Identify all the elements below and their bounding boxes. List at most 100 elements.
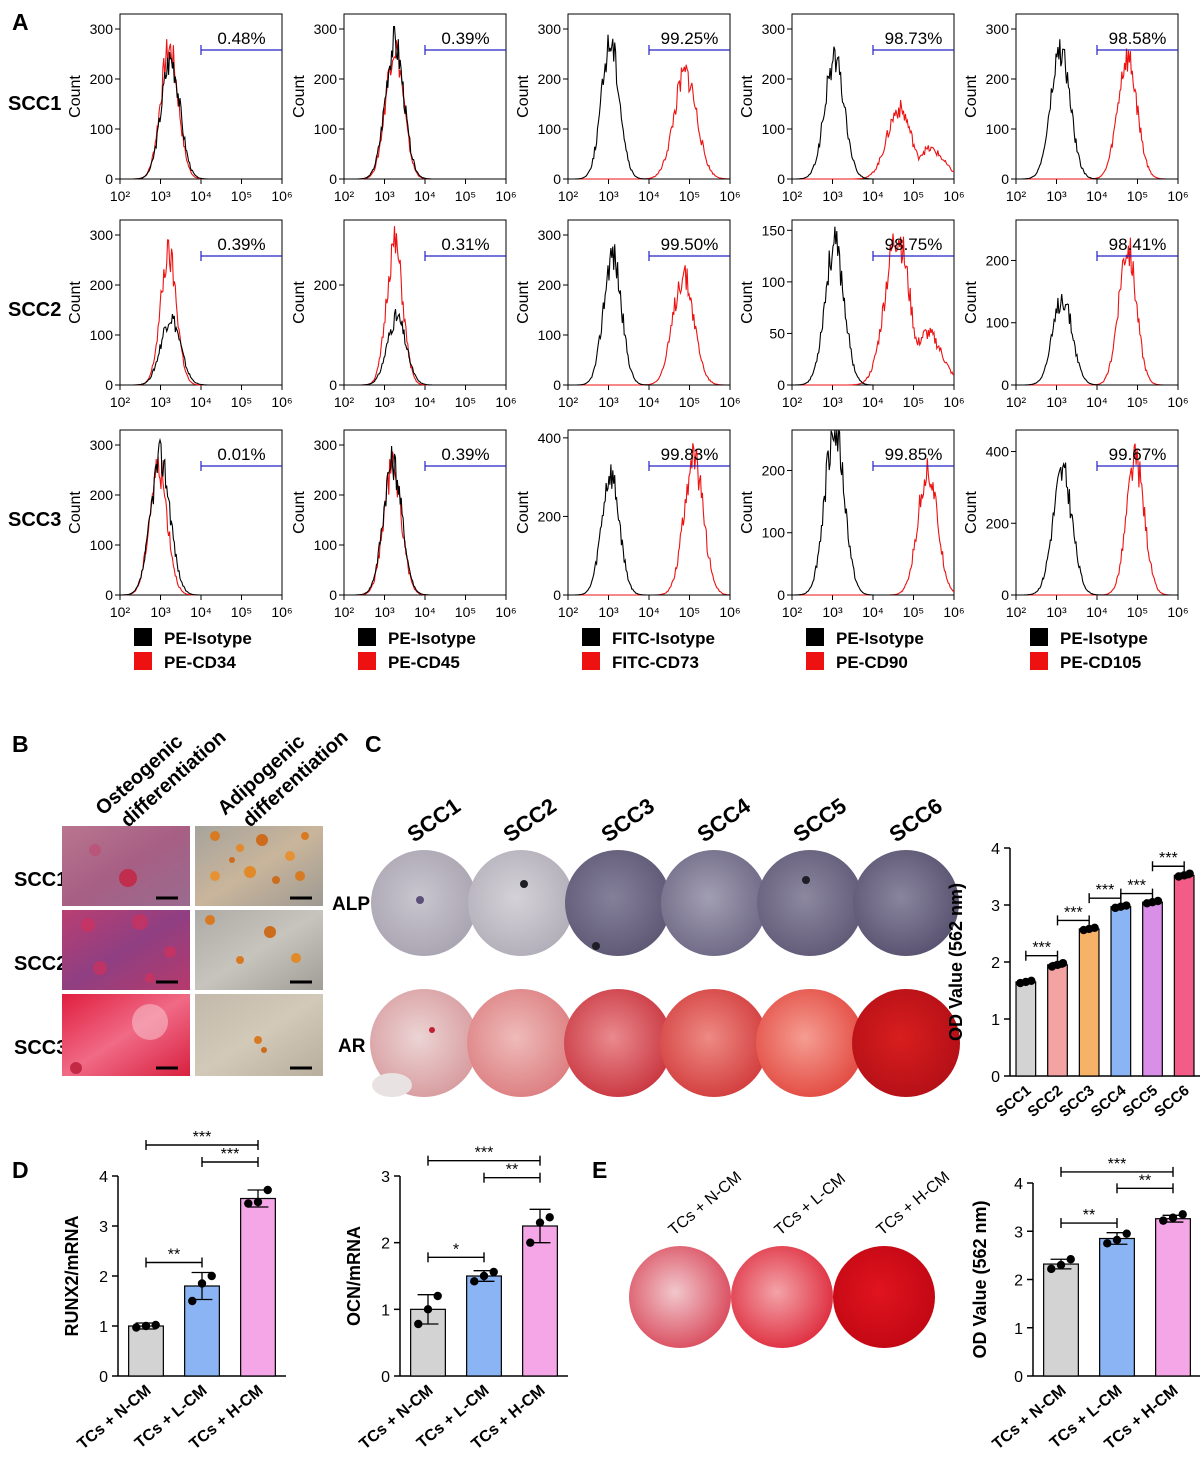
x-tick-label: 10⁴ <box>862 188 884 204</box>
bar-2 <box>466 1275 502 1377</box>
data-point <box>1112 1235 1122 1245</box>
panel-e-stained-wells: TCs + N-CM TCs + L-CM TCs + H-CM <box>629 1169 953 1348</box>
data-point <box>263 1185 272 1195</box>
x-tick-label: 10⁶ <box>271 394 292 410</box>
data-point <box>132 1323 141 1332</box>
gate-percent-label: 99.25% <box>661 29 719 48</box>
legend-swatch-marker <box>1030 652 1048 670</box>
significance-label: *** <box>1159 850 1178 867</box>
legend-3: FITC-Isotype FITC-CD73 <box>582 628 715 672</box>
x-tick-label: 10⁵ <box>455 188 476 204</box>
bar-1 <box>1043 1263 1079 1377</box>
legend-swatch-marker <box>806 652 824 670</box>
x-tick-label: 10³ <box>822 604 843 620</box>
gate-percent-label: 0.01% <box>217 445 265 464</box>
data-point <box>1185 869 1194 878</box>
y-tick-label: 0 <box>329 171 337 187</box>
isotype-histogram-curve <box>1016 39 1178 180</box>
gate-percent-label: 98.58% <box>1109 29 1167 48</box>
bar-3 <box>522 1225 558 1377</box>
x-tick-label: 10² <box>1006 394 1027 410</box>
legend-label-marker: PE-CD34 <box>164 653 236 672</box>
x-tick-label: 10⁵ <box>679 604 700 620</box>
y-tick-label: 100 <box>762 121 786 137</box>
significance-label: *** <box>1032 940 1051 957</box>
y-tick-label: 1 <box>99 1319 108 1336</box>
x-tick-label: 10⁵ <box>455 394 476 410</box>
well-column-label-scc4: SCC4 <box>693 793 756 848</box>
well-label-n-cm: TCs + N-CM <box>666 1169 745 1239</box>
well-row-label-ar: AR <box>338 1036 366 1057</box>
x-tick-label: 10⁴ <box>414 394 436 410</box>
y-tick-label: 300 <box>986 21 1010 37</box>
micrograph-row-label-scc3: SCC3 <box>14 1037 67 1059</box>
isotype-histogram-curve <box>568 244 730 386</box>
x-tick-label: 10² <box>782 188 803 204</box>
bar-2 <box>1047 964 1068 1077</box>
significance-label: *** <box>1127 878 1146 895</box>
y-tick-label: 300 <box>762 21 786 37</box>
y-tick-label: 300 <box>314 437 338 453</box>
x-tick-label: 10⁵ <box>231 394 252 410</box>
x-tick-label: SCC1 <box>993 1082 1035 1121</box>
histogram-r3-c5: 0 200 400 10² 10³ 10⁴ 10⁵ 10⁶ Count 99.67% <box>963 429 1189 620</box>
y-tick-label: 1 <box>1014 1321 1023 1338</box>
x-tick-label: 10³ <box>374 394 395 410</box>
y-tick-label: 200 <box>90 277 114 293</box>
y-tick-label: 300 <box>314 21 338 37</box>
x-tick-label: 10⁶ <box>271 604 292 620</box>
y-axis-label: Count <box>515 75 532 118</box>
gate-percent-label: 99.83% <box>661 445 719 464</box>
well-row-label-alp: ALP <box>332 894 370 915</box>
panel-b-differentiation-micrographs: Osteogenic differentiation Adipogenic di… <box>14 726 352 1076</box>
bar-2 <box>1099 1237 1135 1377</box>
y-tick-label: 2 <box>99 1269 108 1286</box>
histogram-r2-c2: 0 200 10² 10³ 10⁴ 10⁵ 10⁶ Count 0.31% <box>291 219 517 410</box>
legend-label-isotype: FITC-Isotype <box>612 629 715 648</box>
x-tick-label: 10³ <box>150 188 171 204</box>
y-tick-label: 100 <box>762 525 786 541</box>
data-point <box>244 1199 253 1208</box>
x-tick-label: 10² <box>110 188 131 204</box>
x-tick-label: 10⁶ <box>719 604 740 620</box>
data-point <box>1153 896 1163 906</box>
data-point <box>151 1320 160 1330</box>
x-tick-label: 10⁴ <box>414 604 436 620</box>
data-point <box>489 1267 498 1277</box>
data-point <box>545 1213 554 1222</box>
marker-histogram-curve <box>120 39 282 180</box>
significance-label: ** <box>1139 1172 1151 1189</box>
y-axis-label: Count <box>739 75 756 118</box>
x-tick-label: 10² <box>558 604 579 620</box>
x-tick-label: 10² <box>558 188 579 204</box>
y-tick-label: 3 <box>99 1219 108 1236</box>
bar-4 <box>1110 906 1132 1077</box>
y-tick-label: 4 <box>99 1169 108 1186</box>
x-tick-label: 10³ <box>374 188 395 204</box>
x-tick-label: 10⁶ <box>1167 604 1188 620</box>
y-tick-label: 200 <box>762 71 786 87</box>
y-axis-label: Count <box>67 75 84 118</box>
x-tick-label: SCC2 <box>1024 1082 1066 1121</box>
bar-5 <box>1142 901 1163 1077</box>
y-axis-label: Count <box>739 281 756 324</box>
histogram-r3-c2: 0 100 200 300 10² 10³ 10⁴ 10⁵ 10⁶ Count 0.39% <box>291 429 517 620</box>
x-tick-label: 10⁶ <box>719 188 740 204</box>
x-tick-label: 10⁴ <box>190 604 212 620</box>
micrograph-adipogenic-scc3 <box>195 994 323 1076</box>
y-tick-label: 200 <box>762 462 786 478</box>
y-axis-label: Count <box>963 281 980 324</box>
gate-percent-label: 0.39% <box>217 235 265 254</box>
gate-percent-label: 99.85% <box>885 445 943 464</box>
micrograph-adipogenic-scc2 <box>195 910 323 990</box>
x-tick-label: SCC3 <box>1056 1082 1098 1121</box>
data-point <box>1122 901 1131 910</box>
panel-c-stained-wells: SCC1 SCC2 SCC3 SCC4 SCC5 SCC6 ALP AR <box>332 793 960 1097</box>
legend-label-marker: PE-CD105 <box>1060 653 1141 672</box>
isotype-histogram-curve <box>120 313 282 386</box>
x-tick-label: 10⁵ <box>1127 604 1148 620</box>
data-point <box>1178 1210 1187 1219</box>
well-column-label-scc1: SCC1 <box>403 793 465 847</box>
y-axis-label: Count <box>291 491 308 534</box>
